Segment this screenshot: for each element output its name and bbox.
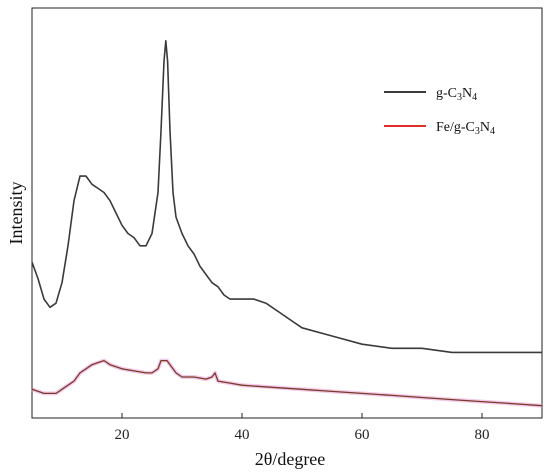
x-tick-label: 20 [115,427,130,443]
legend-label-2: Fe/g-C3N4 [436,120,495,137]
x-tick-label: 80 [475,427,490,443]
x-tick-label: 60 [355,427,370,443]
x-tick-label: 40 [235,427,250,443]
x-axis-title: 2θ/degree [255,449,326,469]
legend-label-1: g-C3N4 [436,86,477,103]
y-axis-title: Intensity [6,182,26,245]
series-1-line [31,40,542,354]
legend: g-C3N4 Fe/g-C3N4 [384,86,495,137]
plot-area [31,7,543,419]
series-2-line [31,359,543,407]
series-layer [31,40,543,408]
series-2-glow [31,358,543,408]
x-axis-ticks: 20 40 60 80 [115,413,490,443]
